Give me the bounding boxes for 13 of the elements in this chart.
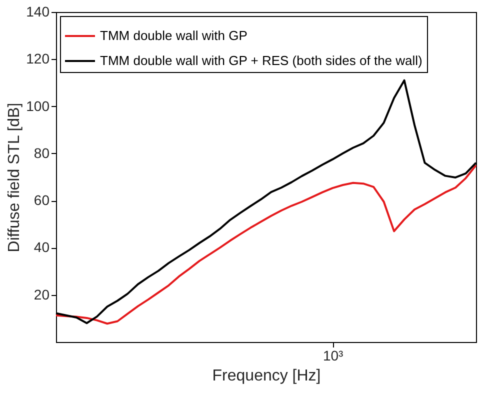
y-axis-title: Diffuse field STL [dB] [6,102,24,252]
x-axis-title: Frequency [Hz] [212,368,321,384]
legend-label: TMM double wall with GP [100,28,248,43]
legend-label: TMM double wall with GP + RES (both sides of the wall) [100,53,422,68]
y-tick-label: 40 [34,239,50,256]
line-series [55,164,477,325]
y-tick-label: 120 [26,50,50,67]
y-tick-label: 60 [34,192,50,208]
y-tick-label: 20 [34,286,50,302]
y-tick-label: 100 [26,98,50,114]
y-tick-label: 140 [26,4,50,20]
y-tick-label: 80 [34,144,50,161]
x-tick-label: 10³ [322,348,344,364]
